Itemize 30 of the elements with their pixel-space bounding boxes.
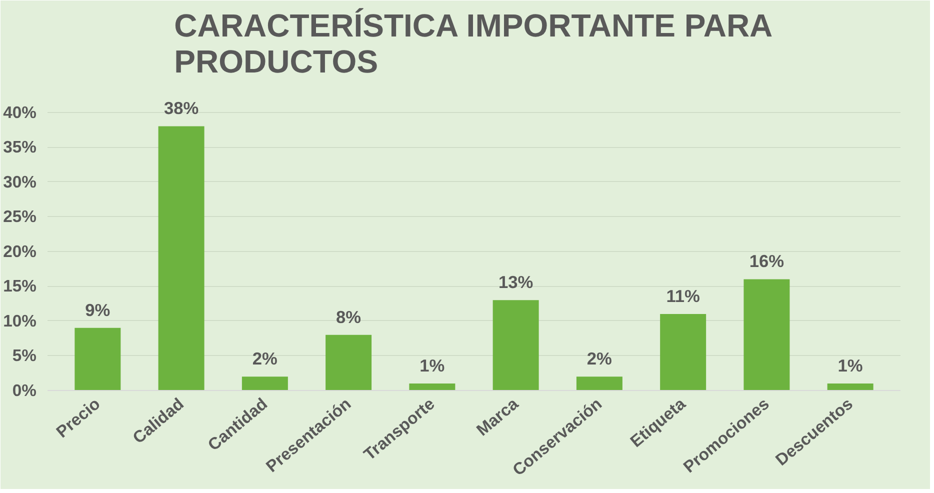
y-tick-label: 40% (3, 102, 37, 122)
data-label: 11% (666, 286, 700, 306)
bar (242, 376, 288, 390)
bar (158, 126, 204, 390)
y-tick-label: 30% (3, 172, 37, 192)
data-label: 38% (164, 98, 199, 118)
chart-title: CARACTERÍSTICA IMPORTANTE PARA PRODUCTOS (174, 8, 773, 80)
data-label: 9% (85, 300, 110, 320)
bar (744, 279, 790, 390)
bar (576, 376, 622, 390)
bar (492, 300, 539, 390)
bar (326, 334, 372, 390)
data-label: 2% (586, 348, 612, 369)
bar (827, 384, 874, 390)
data-label: 2% (252, 348, 278, 369)
data-label: 8% (336, 306, 362, 327)
data-label: 1% (420, 356, 445, 376)
y-tick-label: 5% (12, 346, 37, 366)
y-tick-label: 10% (3, 311, 37, 330)
y-tick-label: 25% (3, 207, 37, 226)
bar (74, 328, 121, 390)
bar (660, 314, 706, 390)
data-label: 16% (749, 251, 784, 272)
bar (409, 384, 456, 390)
y-tick-label: 20% (3, 242, 37, 261)
y-tick-label: 35% (3, 138, 37, 157)
data-label: 1% (838, 356, 863, 376)
y-tick-label: 15% (3, 276, 37, 296)
data-label: 13% (498, 272, 534, 292)
y-tick-label: 0% (12, 381, 37, 400)
